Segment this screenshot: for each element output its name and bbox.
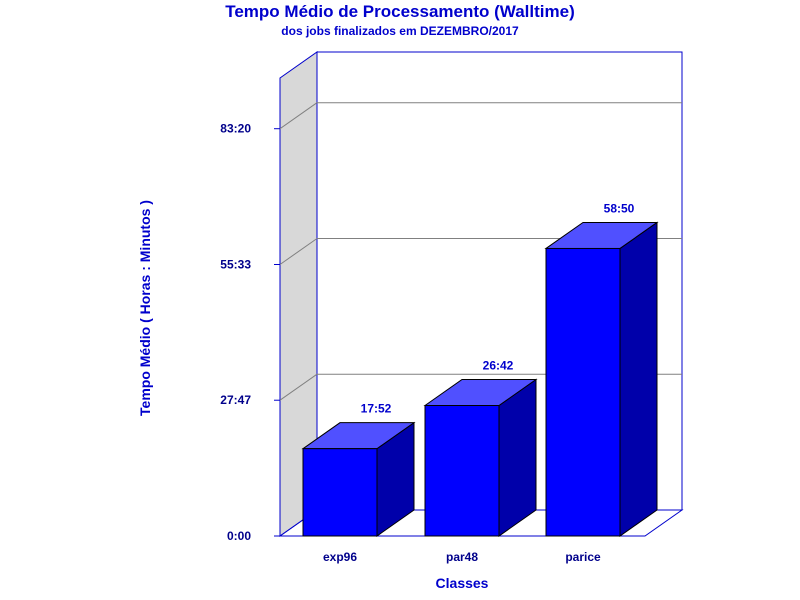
bar-side: [498, 378, 537, 537]
bar-value-label: 26:42: [483, 359, 514, 373]
bar-value-label: 17:52: [361, 402, 392, 416]
gridline-wall: [279, 373, 318, 401]
x-tick-label: parice: [565, 550, 601, 564]
bar-parice: [545, 247, 621, 537]
bar-value-label: 58:50: [604, 201, 635, 215]
gridline-wall: [279, 238, 318, 265]
y-tick-label: 0:00: [227, 529, 251, 543]
gridline-wall: [279, 102, 318, 130]
bar-par48: [424, 405, 500, 537]
y-tick-label: 83:20: [220, 122, 251, 136]
plot-area: 0:00 27:47 55:33 83:20 17:52 exp96 26:42 par48 5…: [220, 51, 684, 564]
y-axis-label: Tempo Médio ( Horas : Minutos ): [137, 200, 153, 416]
x-axis-label: Classes: [436, 575, 489, 591]
bar-side: [619, 221, 658, 537]
x-tick-label: par48: [446, 550, 478, 564]
x-tick-label: exp96: [323, 550, 357, 564]
bar-exp96: [302, 448, 378, 537]
y-tick-label: 55:33: [220, 257, 251, 271]
chart-title: Tempo Médio de Processamento (Walltime): [225, 2, 575, 21]
y-tick-label: 27:47: [220, 393, 251, 407]
chart-subtitle: dos jobs finalizados em DEZEMBRO/2017: [281, 24, 519, 38]
